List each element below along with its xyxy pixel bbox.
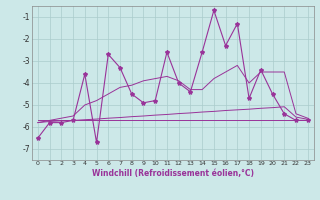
X-axis label: Windchill (Refroidissement éolien,°C): Windchill (Refroidissement éolien,°C) — [92, 169, 254, 178]
